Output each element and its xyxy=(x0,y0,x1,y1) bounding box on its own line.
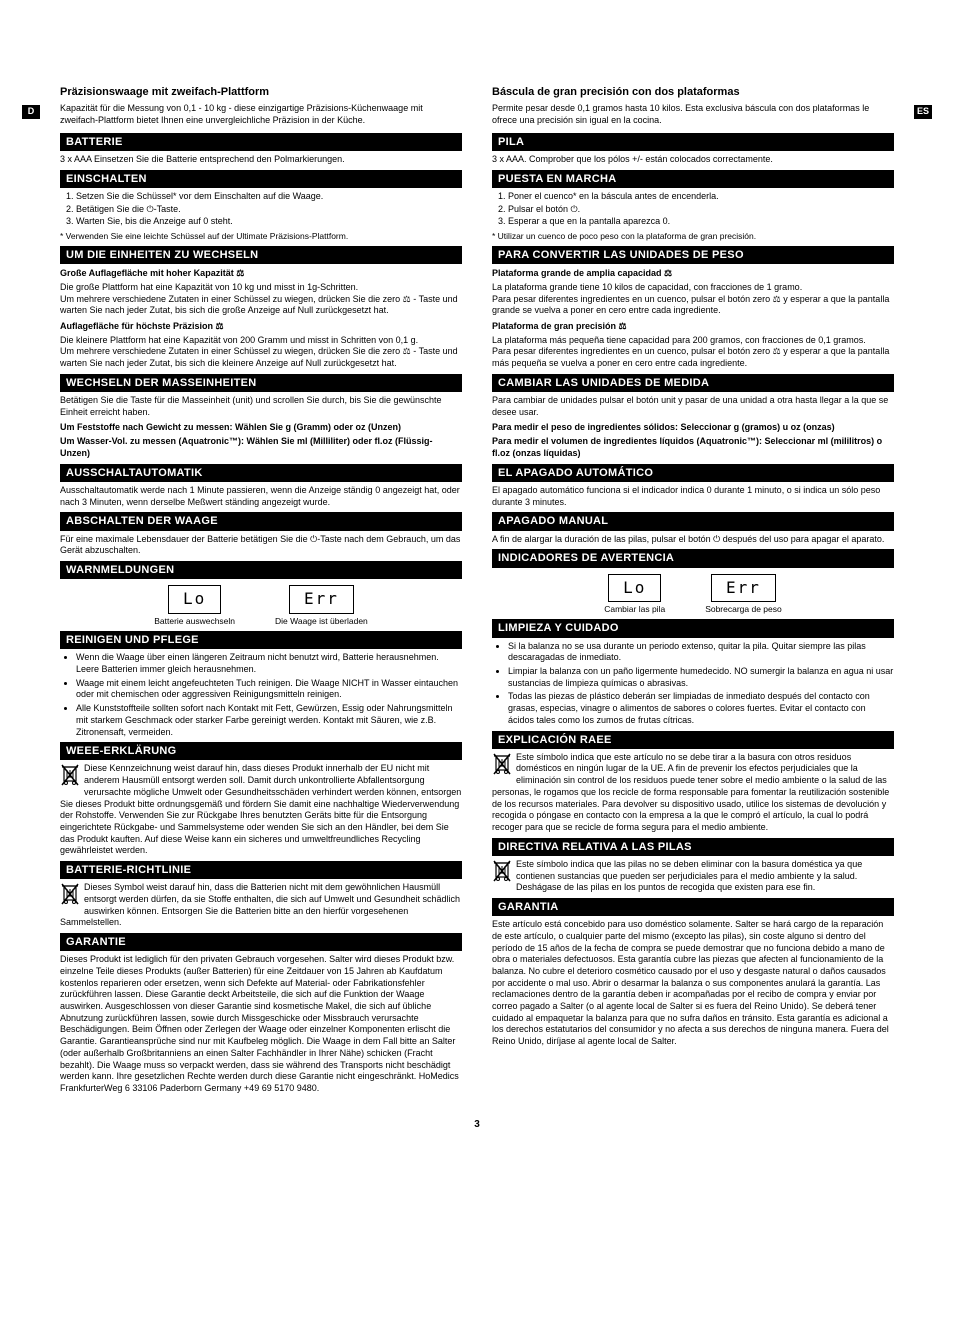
mass-t2-de: Um Feststoffe nach Gewicht zu messen: Wä… xyxy=(60,422,462,434)
clean-1-es: Si la balanza no se usa durante un perio… xyxy=(508,641,894,664)
clean-list-es: Si la balanza no se usa durante un perio… xyxy=(492,641,894,727)
intro-de: Kapazität für die Messung von 0,1 - 10 k… xyxy=(60,103,462,126)
clean-2: Waage mit einem leicht angefeuchteten Tu… xyxy=(76,678,462,701)
batt-t-de: Dieses Symbol weist darauf hin, dass die… xyxy=(60,882,462,929)
weee-icon xyxy=(492,752,512,776)
section-batt-es: DIRECTIVA RELATIVA A LAS PILAS xyxy=(492,838,894,856)
on-step-1: Setzen Sie die Schüssel* vor dem Einscha… xyxy=(76,191,462,203)
lang-marker-de: D xyxy=(22,105,40,119)
warn-row-de: Lo Batterie auswechseln Err Die Waage is… xyxy=(60,585,462,627)
warn-lo-code-es: Lo xyxy=(608,574,661,603)
battery-directive-icon xyxy=(60,882,80,906)
gar-t-de: Dieses Produkt ist lediglich für den pri… xyxy=(60,954,462,1094)
section-on-es: PUESTA EN MARCHA xyxy=(492,170,894,188)
clean-3-es: Todas las piezas de plástico deberán ser… xyxy=(508,691,894,726)
mass-t2-es: Para medir el peso de ingredientes sólid… xyxy=(492,422,894,434)
units-sub2-de: Auflagefläche für höchste Präzision ⚖ xyxy=(60,321,462,333)
warn-row-es: Lo Cambiar las pila Err Sobrecarga de pe… xyxy=(492,574,894,616)
weee-t-de: Diese Kennzeichnung weist darauf hin, da… xyxy=(60,763,462,857)
batt-t-es: Este símbolo indica que las pilas no se … xyxy=(492,859,894,894)
warn-lo-es: Lo Cambiar las pila xyxy=(604,574,665,616)
section-batt-de: BATTERIE-RICHTLINIE xyxy=(60,861,462,879)
on-step-1-es: Poner el cuenco* en la báscula antes de … xyxy=(508,191,894,203)
warn-lo-cap-es: Cambiar las pila xyxy=(604,604,665,615)
warn-err-es: Err Sobrecarga de peso xyxy=(705,574,782,616)
on-step-2: Betätigen Sie die ⏻-Taste. xyxy=(76,204,462,216)
section-battery-de: BATTERIE xyxy=(60,133,462,151)
units-t2-de: Die kleinere Plattform hat eine Kapazitä… xyxy=(60,335,462,370)
lang-marker-es: ES xyxy=(914,105,932,119)
on-step-2-es: Pulsar el botón ⏻. xyxy=(508,204,894,216)
auto-t-es: El apagado automático funciona si el ind… xyxy=(492,485,894,508)
units-t1-es: La plataforma grande tiene 10 kilos de c… xyxy=(492,282,894,317)
section-battery-es: PILA xyxy=(492,133,894,151)
on-note-de: * Verwenden Sie eine leichte Schüssel au… xyxy=(60,231,462,242)
clean-1: Wenn die Waage über einen längeren Zeitr… xyxy=(76,652,462,675)
section-weee-de: WEEE-ERKLÄRUNG xyxy=(60,742,462,760)
section-units-es: PARA CONVERTIR LAS UNIDADES DE PESO xyxy=(492,246,894,264)
battery-text-es: 3 x AAA. Comprober que los pólos +/- est… xyxy=(492,154,894,166)
battery-text-de: 3 x AAA Einsetzen Sie die Batterie entsp… xyxy=(60,154,462,166)
section-warn-de: WARNMELDUNGEN xyxy=(60,561,462,579)
on-step-3-es: Esperar a que en la pantalla aparezca 0. xyxy=(508,216,894,228)
on-steps-de: Setzen Sie die Schüssel* vor dem Einscha… xyxy=(60,191,462,228)
warn-lo-cap: Batterie auswechseln xyxy=(154,616,235,627)
section-on-de: EINSCHALTEN xyxy=(60,170,462,188)
units-sub1-es: Plataforma grande de amplia capacidad ⚖ xyxy=(492,268,894,280)
on-steps-es: Poner el cuenco* en la báscula antes de … xyxy=(492,191,894,228)
units-sub1-de: Große Auflagefläche mit hoher Kapazität … xyxy=(60,268,462,280)
warn-lo-code: Lo xyxy=(168,585,221,614)
title-de: Präzisionswaage mit zweifach-Plattform xyxy=(60,85,462,99)
off-t-de: Für eine maximale Lebensdauer der Batter… xyxy=(60,534,462,557)
warn-err-code: Err xyxy=(289,585,354,614)
column-spanish: Báscula de gran precisión con dos plataf… xyxy=(492,85,894,1098)
section-off-es: APAGADO MANUAL xyxy=(492,512,894,530)
auto-t-de: Ausschaltautomatik werde nach 1 Minute p… xyxy=(60,485,462,508)
section-mass-de: WECHSELN DER MASSEINHEITEN xyxy=(60,374,462,392)
section-clean-de: REINIGEN UND PFLEGE xyxy=(60,631,462,649)
warn-lo-de: Lo Batterie auswechseln xyxy=(154,585,235,627)
units-t1-de: Die große Plattform hat eine Kapazität v… xyxy=(60,282,462,317)
section-gar-de: GARANTIE xyxy=(60,933,462,951)
battery-directive-icon xyxy=(492,859,512,883)
mass-t3-de: Um Wasser-Vol. zu messen (Aquatronic™): … xyxy=(60,436,462,459)
title-es: Báscula de gran precisión con dos plataf… xyxy=(492,85,894,99)
section-units-de: UM DIE EINHEITEN ZU WECHSELN xyxy=(60,246,462,264)
warn-err-cap: Die Waage ist überladen xyxy=(275,616,368,627)
section-clean-es: LIMPIEZA Y CUIDADO xyxy=(492,619,894,637)
clean-3: Alle Kunststoffteile sollten sofort nach… xyxy=(76,703,462,738)
units-t2-es: La plataforma más pequeña tiene capacida… xyxy=(492,335,894,370)
warn-err-code-es: Err xyxy=(711,574,776,603)
page-number: 3 xyxy=(60,1118,894,1131)
on-step-3: Warten Sie, bis die Anzeige auf 0 steht. xyxy=(76,216,462,228)
off-t-es: A fin de alargar la duración de las pila… xyxy=(492,534,894,546)
warn-err-de: Err Die Waage ist überladen xyxy=(275,585,368,627)
mass-t1-de: Betätigen Sie die Taste für die Masseinh… xyxy=(60,395,462,418)
section-mass-es: CAMBIAR LAS UNIDADES DE MEDIDA xyxy=(492,374,894,392)
warn-err-cap-es: Sobrecarga de peso xyxy=(705,604,782,615)
units-sub2-es: Plataforma de gran precisión ⚖ xyxy=(492,321,894,333)
section-gar-es: GARANTIA xyxy=(492,898,894,916)
gar-t-es: Este artículo está concebido para uso do… xyxy=(492,919,894,1048)
intro-es: Permite pesar desde 0,1 gramos hasta 10 … xyxy=(492,103,894,126)
weee-t-es: Este símbolo indica que este artículo no… xyxy=(492,752,894,834)
weee-icon xyxy=(60,763,80,787)
section-off-de: ABSCHALTEN DER WAAGE xyxy=(60,512,462,530)
mass-t1-es: Para cambiar de unidades pulsar el botón… xyxy=(492,395,894,418)
on-note-es: * Utilizar un cuenco de poco peso con la… xyxy=(492,231,894,242)
mass-t3-es: Para medir el volumen de ingredientes lí… xyxy=(492,436,894,459)
clean-2-es: Limpiar la balanza con un paño ligerment… xyxy=(508,666,894,689)
section-weee-es: EXPLICACIÓN RAEE xyxy=(492,731,894,749)
section-auto-de: AUSSCHALTAUTOMATIK xyxy=(60,464,462,482)
section-auto-es: EL APAGADO AUTOMÁTICO xyxy=(492,464,894,482)
clean-list-de: Wenn die Waage über einen längeren Zeitr… xyxy=(60,652,462,738)
column-german: Präzisionswaage mit zweifach-Plattform K… xyxy=(60,85,462,1098)
section-warn-es: INDICADORES DE AVERTENCIA xyxy=(492,549,894,567)
